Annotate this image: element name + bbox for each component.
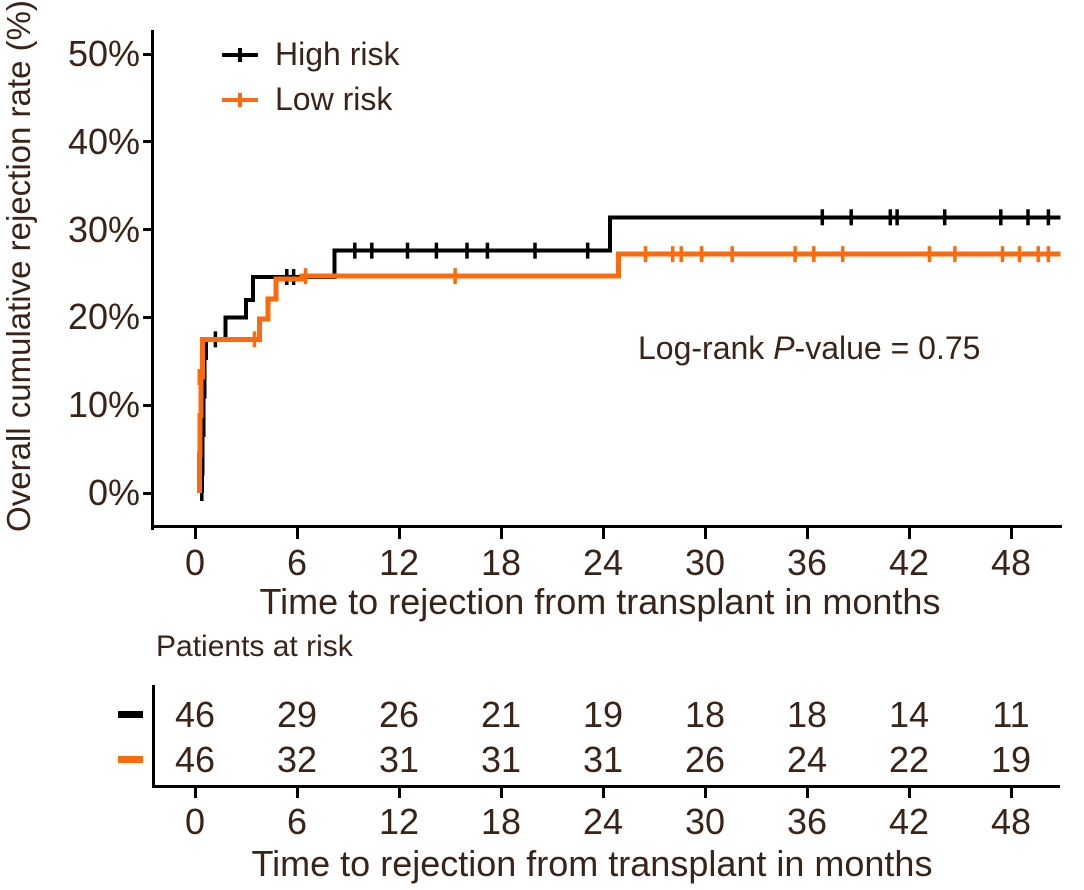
risk-count-low-risk: 22 <box>888 739 930 780</box>
log-rank-annotation: Log-rank P-value = 0.75 <box>638 330 980 367</box>
risk-count-high-risk: 19 <box>582 694 624 735</box>
risk-table-tick-mark <box>397 788 401 798</box>
x-tick-mark <box>397 528 401 539</box>
risk-count-high-risk: 18 <box>786 694 828 735</box>
risk-count-low-risk: 19 <box>990 739 1032 780</box>
risk-table-x-axis-title: Time to rejection from transplant in mon… <box>251 843 933 884</box>
annotation-suffix: -value = 0.75 <box>794 330 981 366</box>
y-tick-mark <box>143 228 151 232</box>
x-tick-label: 18 <box>480 542 522 583</box>
risk-count-low-risk: 31 <box>582 739 624 780</box>
y-tick-label: 0% <box>87 472 140 513</box>
risk-table-title: Patients at risk <box>156 630 353 663</box>
x-axis-line <box>151 525 1062 528</box>
y-tick-mark <box>143 491 151 495</box>
x-tick-mark <box>601 528 605 539</box>
x-tick-label: 24 <box>582 542 624 583</box>
x-tick-label: 6 <box>286 542 308 583</box>
risk-count-high-risk: 46 <box>174 694 216 735</box>
risk-count-high-risk: 18 <box>684 694 726 735</box>
risk-table-tick-mark <box>1009 788 1013 798</box>
risk-table-tick-label: 48 <box>990 801 1032 842</box>
y-tick-label: 20% <box>67 296 140 338</box>
high-risk-line-marker <box>222 47 258 62</box>
legend-label-high-risk: High risk <box>275 36 400 72</box>
risk-count-high-risk: 21 <box>480 694 522 735</box>
risk-count-low-risk: 32 <box>276 739 318 780</box>
y-tick-label: 10% <box>67 384 140 426</box>
risk-table-tick-mark <box>295 788 299 798</box>
low-risk-line-marker <box>222 92 258 107</box>
risk-count-low-risk: 31 <box>480 739 522 780</box>
risk-table-tick-label: 6 <box>286 801 308 842</box>
censor-plus-icon <box>238 92 242 107</box>
x-tick-label: 0 <box>184 542 206 583</box>
y-tick-label: 40% <box>67 120 140 162</box>
y-tick-label: 50% <box>67 33 140 74</box>
x-tick-label: 42 <box>888 542 930 583</box>
y-tick-mark <box>143 315 151 319</box>
risk-count-high-risk: 29 <box>276 694 318 735</box>
risk-table-tick-mark <box>907 788 911 798</box>
risk-count-high-risk: 11 <box>992 694 1030 735</box>
x-tick-mark <box>907 528 911 539</box>
x-tick-mark <box>805 528 809 539</box>
y-tick-label: 30% <box>67 208 140 250</box>
risk-count-high-risk: 26 <box>378 694 420 735</box>
high-risk-key-dash <box>118 711 143 718</box>
risk-table-axis-vline <box>152 685 155 788</box>
x-tick-label: 36 <box>786 542 828 583</box>
risk-count-low-risk: 46 <box>174 739 216 780</box>
legend-item-low-risk: Low risk <box>222 77 399 122</box>
risk-table-tick-label: 42 <box>888 801 930 842</box>
risk-count-high-risk: 14 <box>888 694 930 735</box>
annotation-p-italic: P <box>773 330 795 366</box>
risk-table-tick-label: 0 <box>184 801 206 842</box>
risk-table-baseline <box>152 785 1060 788</box>
y-axis-line <box>151 30 154 530</box>
x-tick-mark <box>499 528 503 539</box>
curve-low-risk <box>196 251 1061 493</box>
censor-plus-icon <box>238 47 242 62</box>
risk-count-low-risk: 26 <box>684 739 726 780</box>
x-axis-title: Time to rejection from transplant in mon… <box>259 581 941 622</box>
risk-count-low-risk: 24 <box>786 739 828 780</box>
y-axis-title: Overall cumulative rejection rate (%) <box>0 0 37 532</box>
risk-table-tick-mark <box>193 788 197 798</box>
x-tick-mark <box>703 528 707 539</box>
legend-label-low-risk: Low risk <box>275 81 393 117</box>
annotation-prefix: Log-rank <box>638 330 774 366</box>
risk-table-tick-label: 30 <box>684 801 726 842</box>
x-tick-mark <box>1009 528 1013 539</box>
y-tick-mark <box>143 140 151 144</box>
x-tick-mark <box>295 528 299 539</box>
legend: High risk Low risk <box>222 32 399 122</box>
y-tick-mark <box>143 403 151 407</box>
risk-count-low-risk: 31 <box>378 739 420 780</box>
risk-table-tick-mark <box>601 788 605 798</box>
y-tick-mark <box>143 52 151 56</box>
risk-table-tick-label: 18 <box>480 801 522 842</box>
x-tick-mark <box>193 528 197 539</box>
risk-table-tick-mark <box>499 788 503 798</box>
x-tick-label: 30 <box>684 542 726 583</box>
risk-table-tick-label: 36 <box>786 801 828 842</box>
risk-table-tick-label: 12 <box>378 801 420 842</box>
x-tick-label: 12 <box>378 542 420 583</box>
low-risk-key-dash <box>118 756 143 763</box>
risk-table-tick-mark <box>805 788 809 798</box>
risk-table-tick-mark <box>703 788 707 798</box>
legend-item-high-risk: High risk <box>222 32 399 77</box>
x-tick-label: 48 <box>990 542 1032 583</box>
risk-table-tick-label: 24 <box>582 801 624 842</box>
